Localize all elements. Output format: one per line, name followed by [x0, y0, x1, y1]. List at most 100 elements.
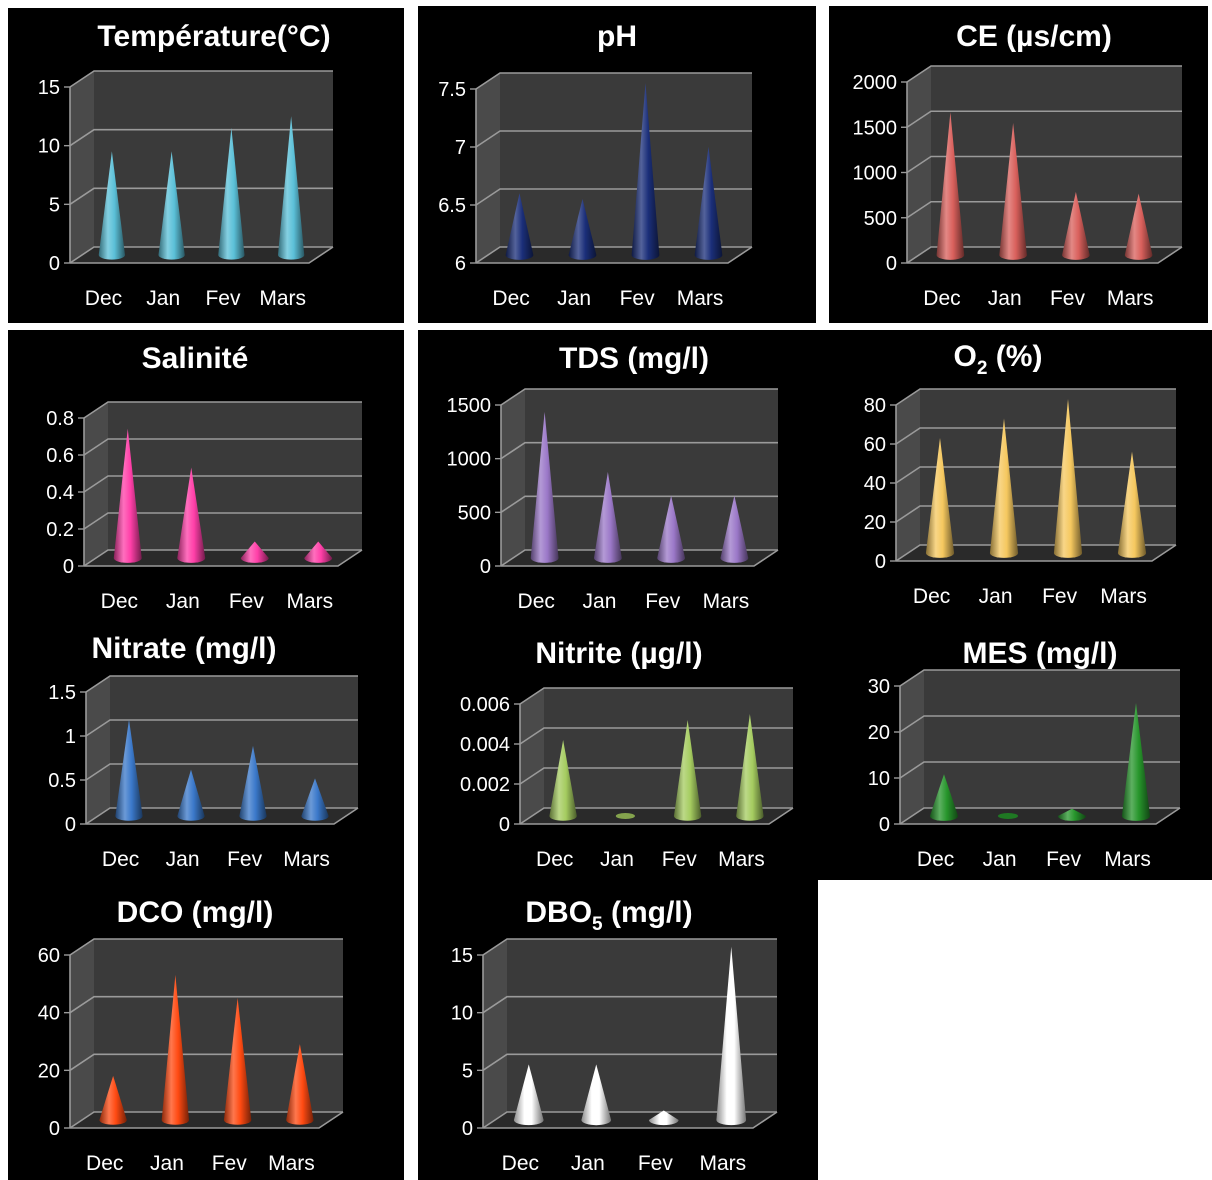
y-tick-label: 1500 [447, 395, 492, 417]
chart-title: Salinité [142, 342, 249, 375]
y-tick-label: 60 [38, 945, 60, 967]
gridline [895, 505, 1176, 523]
gridline [83, 512, 362, 530]
chart-title: Nitrite (µg/l) [535, 637, 702, 670]
y-tick-label: 10 [38, 136, 60, 158]
gridline [895, 427, 1176, 445]
y-tick-label: 20 [868, 722, 890, 744]
plot-back-wall [94, 71, 333, 247]
y-tick-label: 7 [455, 137, 466, 159]
gridline [482, 1053, 777, 1071]
cone-bar [1053, 399, 1083, 558]
cone-bar [513, 1064, 544, 1126]
x-tick-label: Dec [518, 590, 555, 613]
chart-temperature: Température(°C) 0 5 10 15 Dec Jan Fev Mars [38, 20, 334, 310]
cone-bar [593, 471, 622, 563]
gridline [906, 65, 1182, 83]
chart-nitrite: Nitrite (µg/l) 0 0.002 0.004 0.006 Dec Jan Fev M… [460, 637, 794, 871]
cone-bar [177, 769, 205, 821]
cone-bar [277, 116, 305, 260]
plot-floor [896, 545, 1176, 561]
x-axis-line [84, 549, 363, 567]
x-axis-line [501, 549, 779, 567]
y-tick-label: 0 [462, 1118, 473, 1140]
gridline [895, 544, 1176, 562]
gridline [83, 438, 362, 456]
cone-bar [631, 83, 660, 260]
x-tick-label: Fev [1050, 287, 1086, 310]
x-tick-label: Jan [166, 848, 200, 871]
gridline [475, 188, 752, 206]
cone-bar [657, 495, 686, 563]
gridline [482, 1111, 777, 1129]
cone-bar [549, 740, 577, 821]
x-tick-label: Jan [557, 287, 591, 310]
x-tick-label: Fev [212, 1152, 248, 1175]
gridline [519, 687, 793, 705]
chart-dbo5: DBO5 (mg/l) 0 5 10 15 Dec Jan Fev Mars [451, 896, 778, 1175]
y-tick-label: 60 [864, 434, 886, 456]
x-tick-label: Dec [917, 848, 954, 871]
x-tick-label: Mars [677, 287, 724, 310]
gridline [519, 727, 793, 745]
cone-bar [177, 467, 206, 563]
plot-floor [483, 1112, 777, 1128]
plot-back-wall [94, 939, 343, 1112]
plot-floor [520, 808, 793, 824]
gridline [906, 155, 1182, 174]
x-tick-label: Dec [101, 590, 138, 613]
plot-side-wall [501, 389, 525, 566]
cone-bar [581, 1064, 612, 1126]
x-tick-label: Dec [86, 1152, 123, 1175]
x-tick-label: Fev [227, 848, 263, 871]
cone-bar [716, 946, 747, 1126]
x-tick-label: Mars [718, 848, 765, 871]
y-tick-label: 0 [65, 814, 76, 836]
x-tick-label: Mars [268, 1152, 315, 1175]
y-tick-label: 0 [63, 556, 74, 578]
x-tick-label: Jan [150, 1152, 184, 1175]
plot-floor [84, 550, 362, 566]
plot-floor [70, 1112, 343, 1128]
plot-side-wall [520, 688, 544, 824]
y-tick-label: 40 [38, 1003, 60, 1025]
plot-back-wall [924, 670, 1180, 808]
chart-title: pH [597, 20, 637, 53]
chart-title: DBO5 (mg/l) [525, 896, 692, 935]
x-tick-label: Dec [536, 848, 573, 871]
chart-nitrate: Nitrate (mg/l) 0 0.5 1 1.5 Dec Jan Fev Mars [48, 632, 359, 871]
chart-title: DCO (mg/l) [117, 896, 274, 929]
cone-bar [99, 1075, 127, 1125]
y-tick-label: 5 [49, 194, 60, 216]
x-tick-label: Jan [571, 1152, 605, 1175]
chart-o2: O2 (%) 0 20 40 60 80 Dec Jan Fev Mars [864, 340, 1177, 608]
x-tick-label: Jan [979, 585, 1013, 608]
x-axis-line [896, 544, 1177, 562]
x-axis-line [483, 1111, 778, 1129]
plot-floor [907, 247, 1182, 263]
plot-floor [900, 808, 1180, 824]
gridline [895, 388, 1176, 406]
cone-bar [1124, 193, 1153, 260]
cone-bar [999, 123, 1027, 260]
cone-bar [648, 1110, 679, 1126]
cone-bar [239, 745, 267, 821]
plot-side-wall [483, 939, 507, 1128]
x-tick-label: Dec [492, 287, 529, 310]
cone-bar [161, 974, 190, 1125]
gridline [899, 669, 1180, 687]
chart-tds: TDS (mg/l) 0 500 1000 1500 Dec Jan Fev Mars [447, 342, 779, 613]
gridline [500, 441, 778, 460]
cone-bar [720, 495, 749, 563]
gridline [85, 763, 358, 781]
x-tick-label: Jan [166, 590, 200, 613]
plot-back-wall [110, 676, 358, 808]
x-tick-label: Fev [1046, 848, 1082, 871]
y-tick-label: 5 [462, 1060, 473, 1082]
cone-bar [673, 720, 702, 821]
y-tick-label: 0 [879, 814, 890, 836]
plot-floor [501, 550, 778, 566]
cone-bar [505, 193, 534, 260]
cone-bar [989, 418, 1019, 558]
cone-bar [115, 719, 143, 821]
